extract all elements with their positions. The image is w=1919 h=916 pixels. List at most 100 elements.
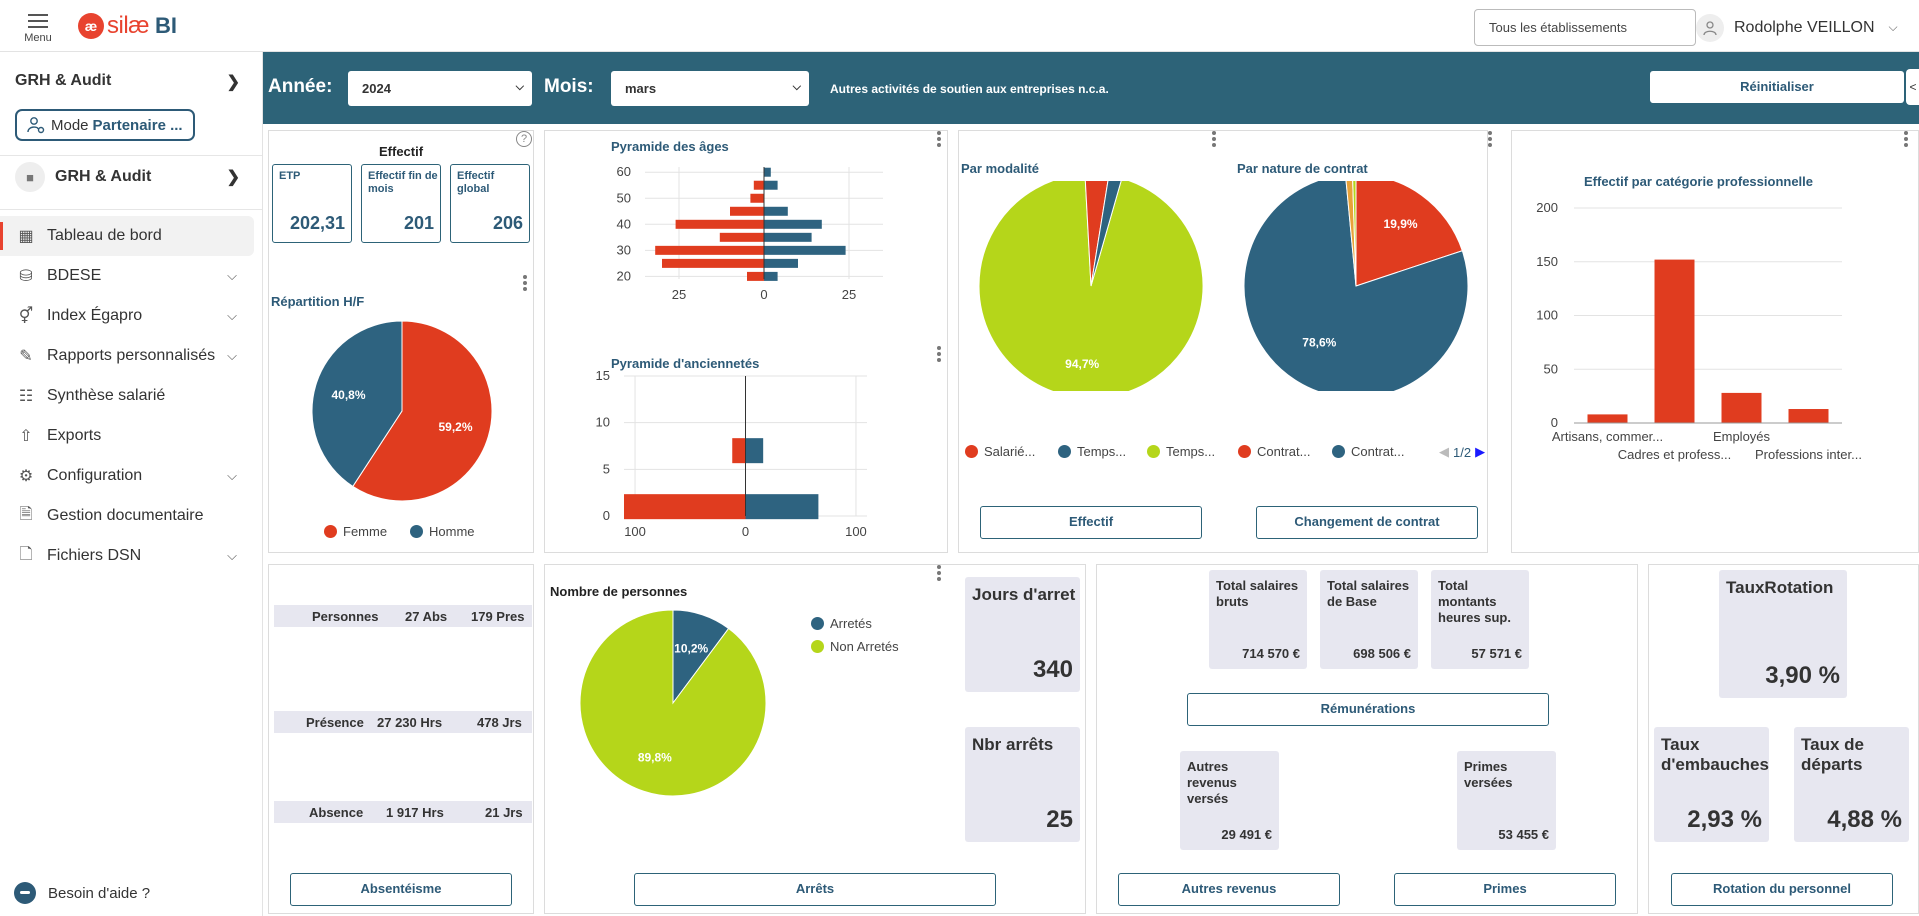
help-link[interactable]: Besoin d'aide ?: [14, 882, 150, 904]
more-options-icon[interactable]: [1212, 131, 1216, 149]
bar-femme: [624, 494, 746, 520]
x-tick-label: Cadres et profess...: [1618, 447, 1731, 462]
bar-homme: [764, 180, 778, 190]
pyramids-panel: Pyramide des âges 20 30 40 50 60 25 0 25 Pyrami…: [544, 130, 948, 553]
more-options-icon[interactable]: [937, 565, 941, 583]
card-label: Total salaires bruts: [1216, 578, 1299, 609]
y-tick-label: 50: [617, 190, 631, 205]
y-tick-label: 60: [617, 164, 631, 179]
more-options-icon[interactable]: [937, 346, 941, 364]
sidebar-item-label: Configuration: [47, 467, 143, 484]
documents-icon: 🗎: [19, 505, 33, 523]
sidebar-item-rapports[interactable]: ✎ Rapports personnalisés ⌵: [0, 336, 262, 376]
legend-label: Non Arretés: [830, 639, 899, 654]
y-tick-label: 150: [1536, 254, 1558, 269]
more-options-icon[interactable]: [523, 275, 527, 293]
more-options-icon[interactable]: [1488, 131, 1492, 149]
x-tick-label: 100: [845, 524, 867, 539]
y-tick-label: 50: [1544, 361, 1558, 376]
chevron-down-icon[interactable]: ⌵: [227, 348, 237, 363]
month-select[interactable]: mars ⌵: [611, 71, 809, 106]
row-value-a: 1 917 Hrs: [386, 805, 444, 820]
sidebar-nav: ▦ Tableau de bord ⛁ BDESE ⌵ ⚥ Index Égap…: [0, 216, 262, 576]
row-value-a: 27 Abs: [405, 609, 448, 624]
sidebar-item-bdese[interactable]: ⛁ BDESE ⌵: [0, 256, 262, 296]
pyramide-ages-title: Pyramide des âges: [611, 139, 729, 154]
more-options-icon[interactable]: [937, 131, 941, 149]
effectif-global-card: Effectif global 206: [450, 164, 530, 243]
sidebar-item-index-egapro[interactable]: ⚥ Index Égapro ⌵: [0, 296, 262, 336]
year-select[interactable]: 2024 ⌵: [348, 71, 532, 106]
pie-data-label: 94,7%: [1065, 357, 1099, 371]
sidebar-item-tableau-de-bord[interactable]: ▦ Tableau de bord: [0, 216, 254, 256]
year-value: 2024: [362, 81, 391, 96]
jours-arret-card: Jours d'arret 340: [965, 577, 1080, 692]
sidebar-item-gestion-documentaire[interactable]: 🗎 Gestion documentaire: [0, 496, 262, 536]
legend-label: Temps...: [1166, 444, 1216, 459]
collapse-panel-button[interactable]: <: [1906, 69, 1919, 105]
mode-partner-button[interactable]: Mode Partenaire ...: [15, 109, 195, 141]
modalite-title: Par modalité: [961, 161, 1040, 176]
help-icon[interactable]: ?: [516, 131, 532, 147]
remunerations-panel: Total salaires bruts 714 570 € Total sal…: [1096, 564, 1638, 914]
sidebar-header[interactable]: GRH & Audit ❯: [15, 72, 240, 92]
sidebar-item-configuration[interactable]: ⚙ Configuration ⌵: [0, 456, 262, 496]
user-menu[interactable]: Rodolphe VEILLON ⌵: [1696, 9, 1898, 46]
pie-data-label: 59,2%: [438, 420, 472, 434]
next-page-icon[interactable]: ▶: [1475, 444, 1486, 459]
app-switcher[interactable]: ■ GRH & Audit ❯: [15, 162, 240, 192]
rotation-button[interactable]: Rotation du personnel: [1671, 873, 1893, 906]
menu-button[interactable]: Menu: [20, 10, 56, 44]
row-label: Absence: [309, 805, 364, 820]
effectif-button[interactable]: Effectif: [980, 506, 1202, 539]
user-gear-icon: [27, 117, 45, 134]
categorie-chart: 0 50 100 150 200 Artisans, commer... Cadres et…: [1536, 200, 1862, 462]
legend-dot: [965, 445, 978, 458]
remunerations-button[interactable]: Rémunérations: [1187, 693, 1549, 726]
bar-femme: [750, 193, 764, 203]
more-options-icon[interactable]: [1904, 131, 1908, 149]
legend-label: Contrat...: [1257, 444, 1311, 459]
card-value: 340: [1032, 656, 1073, 683]
chevron-down-icon[interactable]: ⌵: [227, 468, 237, 483]
arrets-pie: 10,2% 89,8%: [579, 609, 767, 797]
mode-prefix: Mode: [51, 116, 89, 134]
legend-homme: Homme: [410, 524, 475, 539]
pie-slice: [352, 320, 493, 502]
reset-button[interactable]: Réinitialiser: [1650, 71, 1904, 103]
establishment-select[interactable]: Tous les établissements: [1474, 9, 1696, 46]
autres-revenus-button[interactable]: Autres revenus: [1118, 873, 1340, 906]
x-tick-label: 0: [760, 287, 767, 302]
pyramide-ages-chart: 20 30 40 50 60 25 0 25: [617, 164, 883, 302]
chevron-down-icon[interactable]: ⌵: [227, 268, 237, 283]
absences-panel: Personnes 27 Abs 179 Pres Présence 27 23…: [268, 564, 534, 914]
sidebar-item-synthese[interactable]: ☷ Synthèse salarié: [0, 376, 262, 416]
sidebar-item-fichiers-dsn[interactable]: 🗋 Fichiers DSN ⌵: [0, 536, 262, 576]
absenteisme-button[interactable]: Absentéisme: [290, 873, 512, 906]
sidebar-item-exports[interactable]: ⇧ Exports: [0, 416, 262, 456]
divider: [0, 209, 262, 210]
pie-slice: [1090, 181, 1122, 287]
chevron-down-icon[interactable]: ⌵: [227, 548, 237, 563]
changement-contrat-button[interactable]: Changement de contrat: [1256, 506, 1478, 539]
legend-femme: Femme: [324, 524, 387, 539]
primes-card: Primes versées 53 455 €: [1457, 751, 1556, 850]
primes-button[interactable]: Primes: [1394, 873, 1616, 906]
modalite-pie: 94,7%: [978, 181, 1204, 391]
pie-slice: [1355, 181, 1463, 287]
effectif-fin-mois-card: Effectif fin de mois 201: [361, 164, 441, 243]
chevron-down-icon[interactable]: ⌵: [227, 308, 237, 323]
logo[interactable]: æ silæ BI: [78, 12, 177, 40]
help-label: Besoin d'aide ?: [48, 884, 151, 902]
x-tick-label: Employés: [1713, 429, 1771, 444]
repartition-title: Répartition H/F: [271, 294, 365, 309]
legend-dot: [811, 640, 824, 653]
pie-data-label: 40,8%: [331, 388, 365, 402]
employee-summary-icon: ☷: [18, 388, 34, 405]
card-value: 2,93 %: [1687, 806, 1762, 833]
arrets-button[interactable]: Arrêts: [634, 873, 996, 906]
prev-page-icon[interactable]: ◀: [1439, 444, 1449, 459]
arrets-panel: Nombre de personnes 10,2% 89,8% Arretés N…: [544, 564, 1086, 914]
month-value: mars: [625, 81, 657, 96]
legend-pager[interactable]: ◀ 1/2 ▶: [1439, 444, 1485, 460]
